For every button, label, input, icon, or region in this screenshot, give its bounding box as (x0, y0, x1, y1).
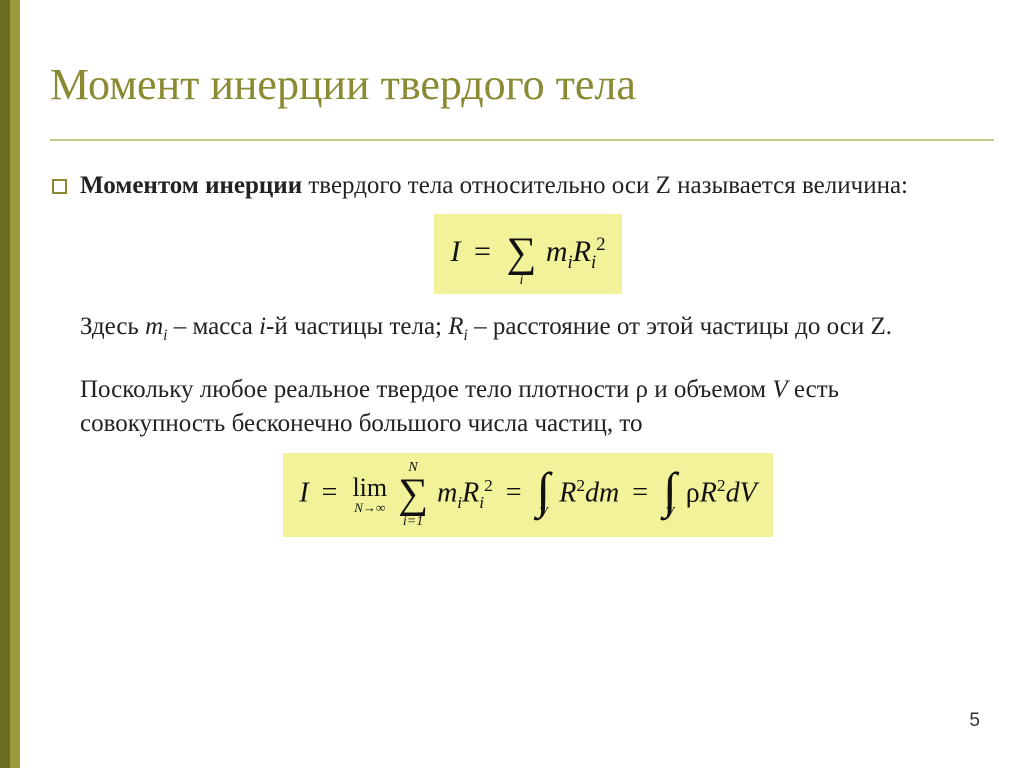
eq2-R-sub: i (479, 493, 484, 512)
eq2-int2: ∫ V (663, 470, 677, 520)
eq2-int1-dm: dm (585, 477, 619, 508)
eq2-eq3: = (626, 477, 654, 508)
eq2-eq2: = (500, 477, 528, 508)
title-wrap: Момент инерции твердого тела (20, 0, 1024, 127)
eq2-sigma-lower: i=1 (403, 515, 423, 529)
p3-pre: Поскольку любое реальное твердое тело пл… (80, 376, 635, 403)
eq2-int2-sub: V (666, 506, 675, 520)
p2-mid1: – масса (167, 313, 259, 340)
eq1-equals: = (468, 235, 497, 268)
term-bold: Моментом инерции (80, 172, 302, 199)
slide-title: Момент инерции твердого тела (50, 60, 994, 111)
eq2-lim: lim N→∞ (352, 475, 387, 514)
para-definition: Моментом инерции твердого тела относител… (80, 169, 976, 203)
integral-icon: ∫ (663, 470, 677, 510)
p3-mid: и объемом (648, 376, 772, 403)
accent-bar-outer (0, 0, 10, 768)
p2-mi: m (145, 313, 163, 340)
p3-rho: ρ (635, 376, 647, 403)
eq2-m: m (437, 477, 457, 508)
p3-V: V (772, 376, 787, 403)
eq1-R-sup: 2 (596, 234, 605, 255)
eq2-int1: ∫ V (537, 470, 551, 520)
eq2-eq1: = (316, 477, 344, 508)
eq2-int1-sub: V (539, 506, 548, 520)
equation-2: I = lim N→∞ N ∑ i=1 miRi2 = ∫ V R2dm (283, 453, 772, 537)
eq2-int1-R: R (559, 477, 576, 508)
p2-Ri: R (448, 313, 463, 340)
slide-content: Момент инерции твердого тела Моментом ин… (20, 0, 1024, 768)
spacer (80, 357, 976, 373)
slide-body: Моментом инерции твердого тела относител… (20, 141, 1024, 537)
eq1-R: R (573, 235, 591, 268)
p2-pre: Здесь (80, 313, 145, 340)
lim-text: lim (352, 475, 387, 501)
sigma-icon: ∑ (506, 234, 536, 274)
lim-sub: N→∞ (354, 501, 385, 514)
eq1-R-sub: i (591, 252, 596, 273)
page-number: 5 (969, 710, 980, 732)
equation-1-wrap: I = ∑ i miRi2 (80, 214, 976, 294)
eq2-int2-dV: dV (726, 477, 757, 508)
para-explain: Здесь mi – масса i-й частицы тела; Ri – … (80, 310, 976, 347)
p2-mid3: – расстояние от этой частицы до оси Z. (468, 313, 892, 340)
para-integral-intro: Поскольку любое реальное твердое тело пл… (80, 373, 976, 441)
eq1-m: m (546, 235, 568, 268)
eq1-sigma-lower: i (519, 274, 523, 288)
eq2-int2-rho: ρ (686, 477, 700, 508)
p2-i: i (259, 313, 266, 340)
eq1-lhs: I (450, 235, 460, 268)
eq2-int1-R-sup: 2 (576, 476, 585, 495)
sigma-icon: ∑ (398, 475, 428, 515)
eq2-R-sup: 2 (484, 476, 493, 495)
eq2-int2-R: R (700, 477, 717, 508)
equation-2-wrap: I = lim N→∞ N ∑ i=1 miRi2 = ∫ V R2dm (80, 453, 976, 537)
para1-rest: твердого тела относительно оси Z называе… (302, 172, 908, 199)
equation-1: I = ∑ i miRi2 (434, 214, 621, 294)
eq2-R: R (462, 477, 479, 508)
eq2-int2-R-sup: 2 (717, 476, 726, 495)
integral-icon: ∫ (537, 470, 551, 510)
p2-mid2: -й частицы тела; (266, 313, 448, 340)
eq2-sigma: N ∑ i=1 (398, 461, 428, 529)
eq2-lhs: I (299, 477, 308, 508)
accent-bar-inner (10, 0, 20, 768)
eq1-sigma: ∑ i (506, 220, 536, 288)
